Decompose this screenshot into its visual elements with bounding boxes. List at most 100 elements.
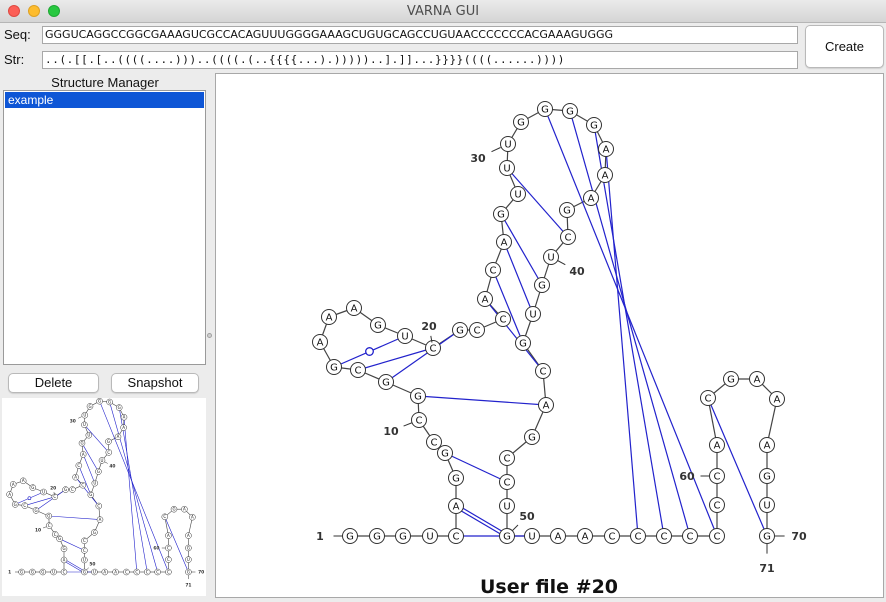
- pseudoknot-bond: [606, 149, 638, 536]
- nucleotide-letter: U: [42, 489, 45, 494]
- number-label: 1: [8, 570, 11, 576]
- nucleotide-letter: G: [346, 532, 354, 543]
- nucleotide-letter: A: [99, 517, 102, 522]
- number-label: 20: [50, 486, 56, 492]
- number-label: 10: [383, 425, 399, 438]
- nucleotide-letter: G: [187, 545, 190, 550]
- nucleotide-letter: C: [53, 494, 56, 499]
- nucleotide-letter: C: [416, 416, 423, 427]
- pseudoknot-bond: [49, 516, 100, 520]
- number-label: 50: [89, 562, 95, 568]
- nucleotide-letter: A: [74, 475, 77, 480]
- nucleotide-letter: A: [555, 532, 562, 543]
- structure-input[interactable]: ..(.[[.[..((((....)))..((((.(..{{{{...).…: [42, 51, 798, 69]
- nucleotide-letter: C: [83, 548, 86, 553]
- window-title: VARNA GUI: [0, 4, 886, 19]
- nucleotide-letter: C: [71, 487, 74, 492]
- nucleotide-letter: C: [565, 233, 572, 244]
- delete-button[interactable]: Delete: [8, 373, 99, 393]
- nucleotide-letter: U: [187, 557, 190, 562]
- nucleotide-letter: A: [774, 395, 781, 406]
- number-label: 30: [70, 418, 76, 424]
- nucleotide-letter: A: [326, 313, 333, 324]
- nucleotide-letter: U: [504, 140, 511, 151]
- nucleotide-letter: C: [107, 450, 110, 455]
- nucleotide-letter: C: [635, 532, 642, 543]
- nucleotide-letter: C: [54, 532, 57, 537]
- pseudoknot-bond: [418, 396, 546, 405]
- nucleotide-letter: A: [183, 507, 186, 512]
- nucleotide-letter: G: [97, 469, 100, 474]
- nucleotide-letter: C: [504, 454, 511, 465]
- number-label: 71: [759, 562, 774, 575]
- nucleotide-letter: A: [187, 533, 190, 538]
- nucleotide-letter: U: [763, 501, 770, 512]
- number-tick: [512, 525, 518, 531]
- snapshot-button[interactable]: Snapshot: [111, 373, 199, 393]
- number-label: 20: [421, 320, 437, 333]
- nucleotide-letter: G: [497, 210, 505, 221]
- nucleotide-letter: G: [172, 507, 175, 512]
- sequence-input[interactable]: GGGUCAGGCCGGCGAAAGUCGCCACAGUUUGGGGAAAGCU…: [42, 26, 798, 44]
- wobble-pair-marker: [28, 497, 31, 500]
- nucleotide-letter: G: [538, 281, 546, 292]
- nucleotide-letter: C: [167, 545, 170, 550]
- nucleotide-letter: G: [590, 121, 598, 132]
- nucleotide-letter: G: [98, 399, 101, 404]
- nucleotide-letter: C: [146, 569, 149, 574]
- nucleotide-letter: G: [89, 492, 92, 497]
- nucleotide-letter: A: [351, 304, 358, 315]
- split-pane-handle[interactable]: [207, 333, 212, 338]
- nucleotide-letter: G: [452, 474, 460, 485]
- nucleotide-letter: U: [83, 557, 86, 562]
- nucleotide-letter: U: [547, 253, 554, 264]
- nucleotide-letter: C: [609, 532, 616, 543]
- nucleotide-letter: A: [501, 238, 508, 249]
- list-item[interactable]: example: [5, 92, 204, 108]
- nucleotide-letter: U: [514, 190, 521, 201]
- nucleotide-letter: C: [661, 532, 668, 543]
- nucleotide-letter: A: [12, 482, 15, 487]
- number-label: 70: [791, 530, 807, 543]
- nucleotide-letter: G: [519, 339, 527, 350]
- nucleotide-letter: G: [107, 439, 110, 444]
- nucleotide-letter: G: [382, 378, 390, 389]
- nucleotide-letter: C: [163, 514, 166, 519]
- nucleotide-letter: A: [22, 478, 25, 483]
- nucleotide-letter: A: [123, 415, 126, 420]
- str-label: Str:: [4, 52, 24, 67]
- nucleotide-letter: G: [47, 513, 50, 518]
- nucleotide-letter: U: [529, 310, 536, 321]
- nucleotide-letter: C: [77, 463, 80, 468]
- structure-caption: User file #20: [480, 576, 618, 597]
- nucleotide-letter: G: [414, 392, 422, 403]
- number-tick: [492, 148, 501, 152]
- pseudoknot-bond: [507, 168, 568, 237]
- nucleotide-letter: A: [114, 569, 117, 574]
- number-label: 60: [679, 470, 695, 483]
- nucleotide-letter: A: [117, 434, 120, 439]
- pseudoknot-bond: [594, 125, 664, 536]
- nucleotide-letter: G: [528, 433, 536, 444]
- structure-list[interactable]: example: [3, 90, 206, 365]
- nucleotide-letter: G: [20, 569, 23, 574]
- number-tick: [86, 568, 88, 570]
- number-label: 40: [569, 265, 585, 278]
- nucleotide-letter: C: [83, 538, 86, 543]
- nucleotide-letter: A: [122, 425, 125, 430]
- title-bar: VARNA GUI: [0, 0, 886, 23]
- number-label: 40: [109, 464, 115, 470]
- nucleotide-letter: A: [191, 515, 194, 520]
- nucleotide-letter: A: [63, 557, 66, 562]
- nucleotide-letter: U: [93, 481, 96, 486]
- create-button[interactable]: Create: [805, 25, 884, 68]
- nucleotide-letter: G: [763, 532, 771, 543]
- nucleotide-letter: C: [714, 532, 721, 543]
- pseudoknot-bond: [79, 466, 91, 495]
- nucleotide-letter: G: [373, 532, 381, 543]
- number-label: 60: [153, 546, 159, 552]
- nucleotide-letter: C: [125, 569, 128, 574]
